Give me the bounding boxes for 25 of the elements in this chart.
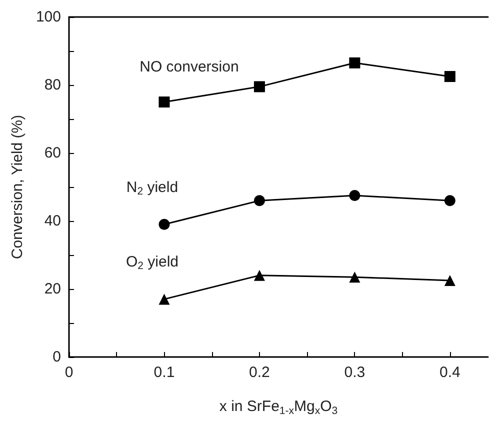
point bbox=[158, 96, 170, 108]
y-tick-label: 60 bbox=[44, 144, 61, 162]
x-tick-label: 0.1 bbox=[154, 364, 175, 381]
x-tick-label: 0 bbox=[64, 364, 74, 381]
series-label: NO conversion bbox=[140, 58, 239, 76]
point bbox=[254, 270, 265, 281]
point bbox=[158, 218, 170, 230]
x-tick-label: 0.4 bbox=[439, 364, 460, 381]
point bbox=[444, 275, 456, 286]
y-tick-label: 80 bbox=[44, 76, 61, 94]
point bbox=[444, 71, 456, 82]
y-axis-title: Conversion, Yield (%) bbox=[9, 114, 26, 260]
point bbox=[349, 57, 360, 68]
point bbox=[254, 195, 265, 206]
point bbox=[349, 272, 360, 283]
y-tick-label: 100 bbox=[36, 8, 61, 26]
point bbox=[349, 190, 360, 201]
x-tick-label: 0.2 bbox=[249, 364, 270, 381]
y-tick-label: 20 bbox=[44, 280, 61, 298]
point bbox=[444, 195, 456, 206]
x-tick-label: 0.3 bbox=[344, 364, 366, 381]
y-tick-label: 0 bbox=[52, 348, 61, 366]
point bbox=[254, 81, 265, 92]
y-tick-label: 40 bbox=[44, 212, 61, 230]
point bbox=[158, 294, 170, 305]
